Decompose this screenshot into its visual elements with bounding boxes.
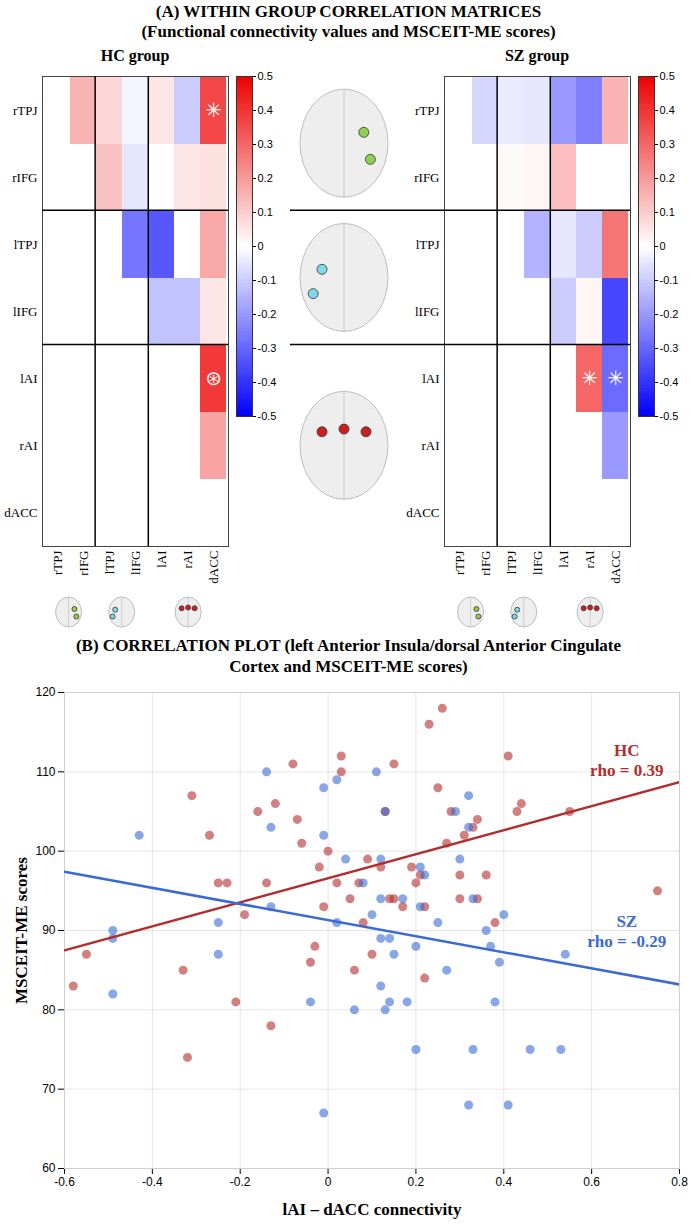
svg-text:90: 90 (42, 923, 56, 937)
html-text:SZ group: SZ group (504, 47, 570, 64)
svg-text:lTPJ: lTPJ (416, 237, 440, 252)
svg-text:0.3: 0.3 (660, 138, 675, 150)
svg-text:0.5: 0.5 (258, 70, 273, 82)
svg-text:-0.1: -0.1 (258, 274, 277, 286)
svg-text:60: 60 (42, 1161, 56, 1175)
svg-text:0.2: 0.2 (660, 172, 675, 184)
svg-text:-0.2: -0.2 (660, 308, 679, 320)
svg-text:0.2: 0.2 (258, 172, 273, 184)
svg-text:rIFG: rIFG (478, 551, 493, 576)
svg-text:0.2: 0.2 (408, 1175, 425, 1189)
svg-text:-0.1: -0.1 (660, 274, 679, 286)
svg-text:100: 100 (35, 844, 55, 858)
svg-text:-0.4: -0.4 (660, 376, 679, 388)
svg-text:rTPJ: rTPJ (50, 551, 65, 576)
svg-text:-0.5: -0.5 (258, 410, 277, 422)
svg-text:0.6: 0.6 (583, 1175, 600, 1189)
svg-text:lAI – dACC connectivity: lAI – dACC connectivity (283, 1200, 462, 1219)
svg-text:rAI: rAI (19, 438, 37, 453)
svg-text:⊛: ⊛ (205, 366, 222, 390)
svg-text:-0.6: -0.6 (54, 1175, 75, 1189)
svg-text:lIFG: lIFG (530, 551, 545, 576)
svg-text:rIFG: rIFG (414, 170, 439, 185)
svg-text:-0.2: -0.2 (258, 308, 277, 320)
svg-text:lAI: lAI (154, 551, 169, 568)
html-text:(Functional connectivity value: (Functional connectivity values and MSCE… (141, 22, 556, 41)
svg-text:0: 0 (258, 240, 264, 252)
svg-text:SZrho = -0.29: SZrho = -0.29 (587, 912, 666, 951)
svg-text:-0.4: -0.4 (142, 1175, 163, 1189)
svg-text:lTPJ: lTPJ (504, 551, 519, 575)
svg-text:lIFG: lIFG (128, 551, 143, 576)
svg-text:rAI: rAI (180, 551, 195, 569)
svg-text:rAI: rAI (421, 438, 439, 453)
svg-text:✳: ✳ (205, 98, 222, 122)
svg-text:110: 110 (36, 765, 55, 779)
svg-text:rTPJ: rTPJ (415, 103, 440, 118)
svg-text:dACC: dACC (608, 551, 623, 584)
html-text:(B) CORRELATION PLOT (left Ant: (B) CORRELATION PLOT (left Anterior Insu… (75, 636, 622, 676)
svg-text:0.1: 0.1 (660, 206, 675, 218)
svg-text:✳: ✳ (581, 366, 598, 390)
svg-text:0.4: 0.4 (258, 104, 273, 116)
html-text:HC group: HC group (100, 47, 170, 64)
svg-text:MSCEIT-ME scores: MSCEIT-ME scores (12, 857, 31, 1004)
svg-text:rTPJ: rTPJ (452, 551, 467, 576)
svg-text:HCrho = 0.39: HCrho = 0.39 (590, 741, 663, 780)
svg-text:0.4: 0.4 (495, 1175, 512, 1189)
svg-text:lTPJ: lTPJ (14, 237, 38, 252)
svg-text:dACC: dACC (4, 505, 37, 520)
svg-text:120: 120 (35, 685, 55, 699)
svg-text:lIFG: lIFG (13, 304, 38, 319)
svg-text:-0.3: -0.3 (660, 342, 679, 354)
svg-text:0: 0 (325, 1175, 332, 1189)
svg-text:-0.5: -0.5 (660, 410, 679, 422)
svg-text:rTPJ: rTPJ (13, 103, 38, 118)
svg-text:0.4: 0.4 (660, 104, 675, 116)
html-text:(A) WITHIN GROUP CORRELATION M: (A) WITHIN GROUP CORRELATION MATRICES (155, 2, 542, 21)
svg-text:0.5: 0.5 (660, 70, 675, 82)
svg-text:0.1: 0.1 (258, 206, 273, 218)
svg-text:lAI: lAI (422, 371, 439, 386)
svg-text:-0.3: -0.3 (258, 342, 277, 354)
svg-text:70: 70 (42, 1082, 56, 1096)
svg-text:dACC: dACC (206, 551, 221, 584)
svg-text:dACC: dACC (406, 505, 439, 520)
svg-text:rIFG: rIFG (12, 170, 37, 185)
svg-text:0: 0 (660, 240, 666, 252)
svg-text:-0.4: -0.4 (258, 376, 277, 388)
svg-text:80: 80 (42, 1003, 56, 1017)
svg-text:lTPJ: lTPJ (102, 551, 117, 575)
svg-text:0.3: 0.3 (258, 138, 273, 150)
svg-text:rIFG: rIFG (76, 551, 91, 576)
svg-text:lAI: lAI (556, 551, 571, 568)
svg-text:lAI: lAI (20, 371, 37, 386)
svg-text:0.8: 0.8 (671, 1175, 688, 1189)
svg-text:✳: ✳ (607, 366, 624, 390)
svg-text:lIFG: lIFG (415, 304, 440, 319)
svg-text:rAI: rAI (582, 551, 597, 569)
svg-text:-0.2: -0.2 (230, 1175, 251, 1189)
